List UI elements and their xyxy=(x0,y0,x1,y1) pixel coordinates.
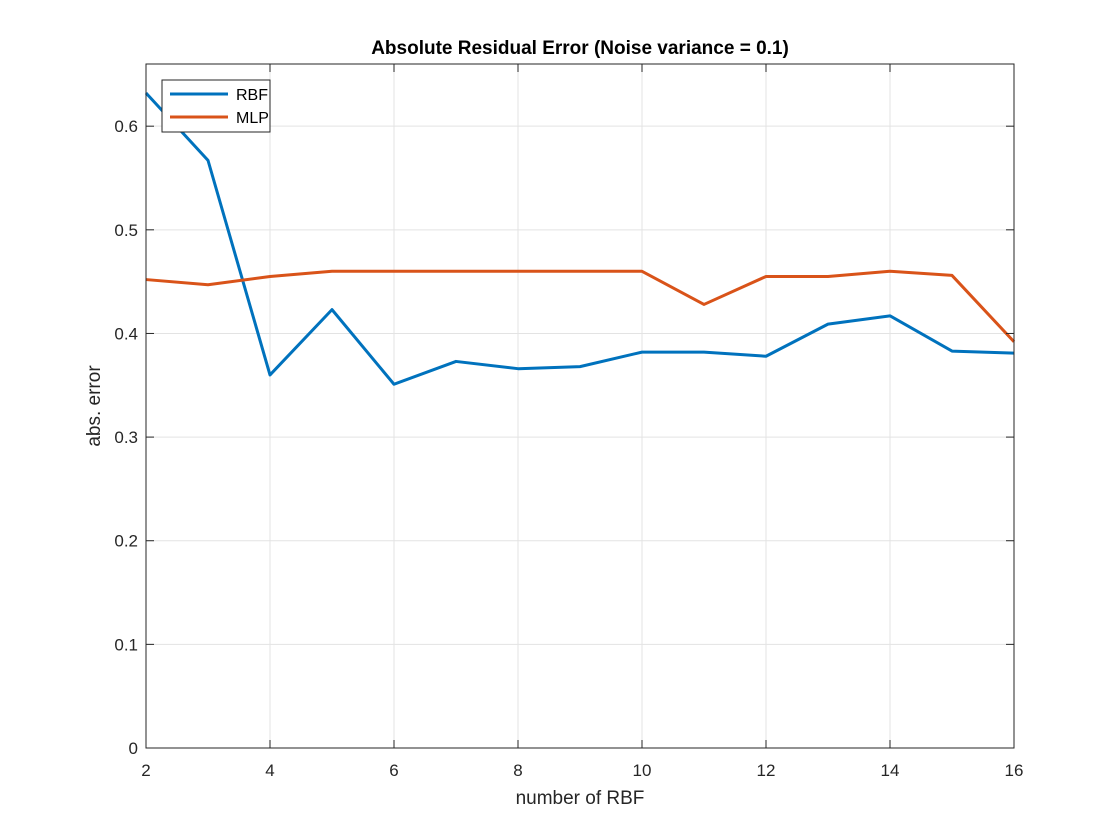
y-tick-label: 0.2 xyxy=(114,532,138,551)
plot-box xyxy=(145,63,1015,749)
series-line-rbf xyxy=(144,92,1015,386)
x-axis-label: number of RBF xyxy=(516,788,645,809)
data-point-mlp xyxy=(393,270,396,273)
legend: RBF MLP xyxy=(161,79,271,133)
data-point-rbf xyxy=(641,351,644,354)
data-point-mlp xyxy=(641,270,644,273)
data-point-rbf xyxy=(517,367,520,370)
data-point-rbf xyxy=(765,355,768,358)
y-tick-label: 0.3 xyxy=(114,428,138,447)
data-point-mlp xyxy=(889,270,892,273)
y-tick-label: 0.1 xyxy=(114,635,138,654)
data-point-rbf xyxy=(889,314,892,317)
data-point-mlp xyxy=(951,274,954,277)
data-point-mlp xyxy=(517,270,520,273)
data-point-rbf xyxy=(207,159,210,162)
y-tick-label: 0.6 xyxy=(114,117,138,136)
series-layer xyxy=(144,92,1016,386)
data-point-rbf xyxy=(393,383,396,386)
legend-label-mlp: MLP xyxy=(236,110,269,127)
data-point-rbf xyxy=(269,373,272,376)
x-tick-label: 12 xyxy=(757,761,776,780)
y-tick-label: 0.5 xyxy=(114,221,138,240)
x-tick-label: 8 xyxy=(513,761,522,780)
x-tick-label: 10 xyxy=(633,761,652,780)
grid-lines xyxy=(145,64,1015,749)
y-tick-label: 0.4 xyxy=(114,324,138,343)
legend-label-rbf: RBF xyxy=(236,87,268,104)
chart-title: Absolute Residual Error (Noise variance … xyxy=(371,38,789,59)
y-axis-label: abs. error xyxy=(84,365,105,447)
data-point-rbf xyxy=(703,351,706,354)
x-tick-label: 16 xyxy=(1005,761,1024,780)
data-point-rbf xyxy=(827,323,830,326)
axis-ticks: 2 4 6 8 10 12 14 16 0 0.1 0.2 0.3 0.4 0.5 0.6 xyxy=(114,64,1023,780)
x-tick-label: 4 xyxy=(265,761,274,780)
data-point-mlp xyxy=(765,275,768,278)
x-tick-label: 14 xyxy=(881,761,900,780)
series-line-mlp xyxy=(145,269,1016,343)
data-point-mlp xyxy=(455,270,458,273)
x-tick-label: 6 xyxy=(389,761,398,780)
data-point-rbf xyxy=(331,308,334,311)
data-point-mlp xyxy=(579,270,582,273)
data-point-rbf xyxy=(455,360,458,363)
data-point-mlp xyxy=(703,303,706,306)
x-tick-label: 2 xyxy=(141,761,150,780)
data-point-mlp xyxy=(331,270,334,273)
data-point-rbf xyxy=(951,350,954,353)
data-point-mlp xyxy=(269,275,272,278)
data-point-rbf xyxy=(579,365,582,368)
data-point-mlp xyxy=(207,283,210,286)
plot-area xyxy=(146,64,1014,748)
data-point-mlp xyxy=(827,275,830,278)
y-tick-label: 0 xyxy=(129,739,138,758)
legend-box xyxy=(161,79,271,133)
